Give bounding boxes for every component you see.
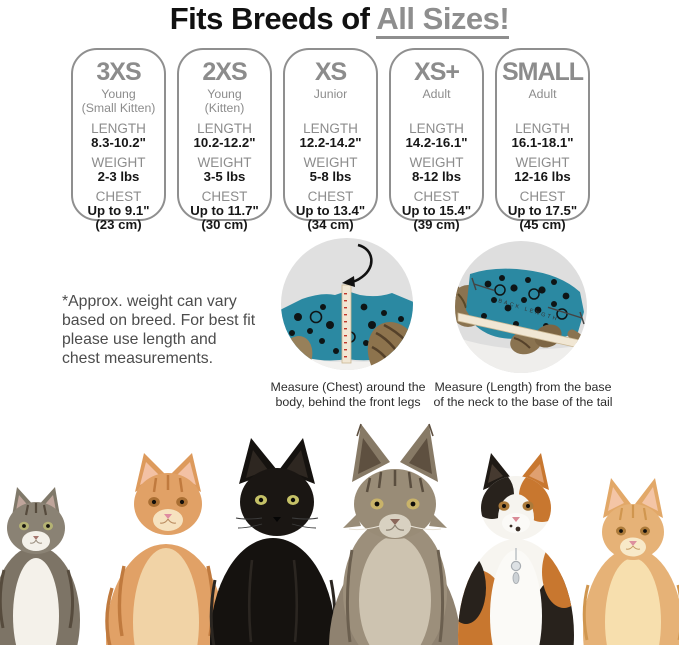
- length-value: 8.3-10.2": [91, 135, 146, 150]
- curved-arrow-icon: [342, 243, 373, 287]
- size-age: Young (Small Kitten): [81, 87, 156, 115]
- size-card-xs-plus: XS+ Adult LENGTH 14.2-16.1" WEIGHT 8-12 …: [389, 48, 484, 232]
- cat-calico: [458, 453, 574, 645]
- chest-value: Up to 9.1" (23 cm): [87, 203, 150, 232]
- size-name: XS: [314, 58, 347, 86]
- chest-value: Up to 11.7" (30 cm): [190, 203, 259, 232]
- size-card-xs: XS Junior LENGTH 12.2-14.2" WEIGHT 5-8 l…: [283, 48, 378, 232]
- chest-value: Up to 15.4" (39 cm): [401, 203, 472, 232]
- length-value: 10.2-12.2": [193, 135, 256, 150]
- cat-black: [209, 438, 337, 645]
- chest-label: CHEST: [307, 189, 354, 204]
- chest-label: CHEST: [519, 189, 566, 204]
- length-value: 14.2-16.1": [405, 135, 468, 150]
- weight-value: 3-5 lbs: [203, 169, 246, 184]
- size-card-small: SMALL Adult LENGTH 16.1-18.1" WEIGHT 12-…: [495, 48, 590, 232]
- cat-gray-tabby-kitten: [0, 487, 80, 645]
- length-label: LENGTH: [303, 121, 358, 136]
- weight-label: WEIGHT: [197, 155, 252, 170]
- size-card-3xs: 3XS Young (Small Kitten) LENGTH 8.3-10.2…: [71, 48, 166, 232]
- length-value: 16.1-18.1": [511, 135, 574, 150]
- length-label: LENGTH: [91, 121, 146, 136]
- size-name: 3XS: [96, 58, 141, 86]
- length-label: LENGTH: [197, 121, 252, 136]
- weight-value: 2-3 lbs: [97, 169, 140, 184]
- leopard-spots: [481, 275, 570, 329]
- title-highlight: All Sizes!: [376, 1, 510, 39]
- length-measurement-photo: BACK LENGTH: [455, 241, 587, 373]
- weight-label: WEIGHT: [303, 155, 358, 170]
- cat-maine-coon: [329, 423, 461, 645]
- size-name: 2XS: [202, 58, 247, 86]
- size-card-2xs: 2XS Young (Kitten) LENGTH 10.2-12.2" WEI…: [177, 48, 272, 232]
- size-age: Adult: [528, 87, 557, 101]
- cat-orange-tabby: [105, 453, 227, 645]
- size-name: XS+: [414, 58, 460, 86]
- weight-label: WEIGHT: [515, 155, 570, 170]
- length-label: LENGTH: [515, 121, 570, 136]
- chest-measurement-photo: [281, 238, 413, 370]
- chest-label: CHEST: [201, 189, 248, 204]
- weight-value: 12-16 lbs: [514, 169, 571, 184]
- size-age: Junior: [313, 87, 348, 101]
- length-measure-caption: Measure (Length) from the base of the ne…: [433, 380, 613, 409]
- chest-label: CHEST: [95, 189, 142, 204]
- pendant-jewelry: [510, 548, 522, 585]
- size-age: Adult: [422, 87, 451, 101]
- weight-label: WEIGHT: [91, 155, 146, 170]
- weight-disclaimer-note: *Approx. weight can vary based on breed.…: [62, 293, 256, 367]
- length-value: 12.2-14.2": [299, 135, 362, 150]
- measuring-tape-diagonal: [457, 312, 587, 351]
- size-cards-row: 3XS Young (Small Kitten) LENGTH 8.3-10.2…: [71, 48, 590, 232]
- chest-measure-caption: Measure (Chest) around the body, behind …: [270, 380, 426, 409]
- chest-label: CHEST: [413, 189, 460, 204]
- page-title: Fits Breeds of All Sizes!: [0, 1, 679, 39]
- measuring-tape-vertical: [341, 284, 352, 364]
- weight-label: WEIGHT: [409, 155, 464, 170]
- title-prefix: Fits Breeds of: [169, 1, 377, 36]
- chest-value: Up to 17.5" (45 cm): [507, 203, 578, 232]
- weight-value: 8-12 lbs: [411, 169, 462, 184]
- cat-light-orange: [582, 478, 679, 645]
- size-age: Young (Kitten): [204, 87, 245, 115]
- cats-lineup-photo: [0, 423, 679, 645]
- length-label: LENGTH: [409, 121, 464, 136]
- weight-value: 5-8 lbs: [309, 169, 352, 184]
- chest-value: Up to 13.4" (34 cm): [295, 203, 366, 232]
- size-name: SMALL: [501, 58, 584, 86]
